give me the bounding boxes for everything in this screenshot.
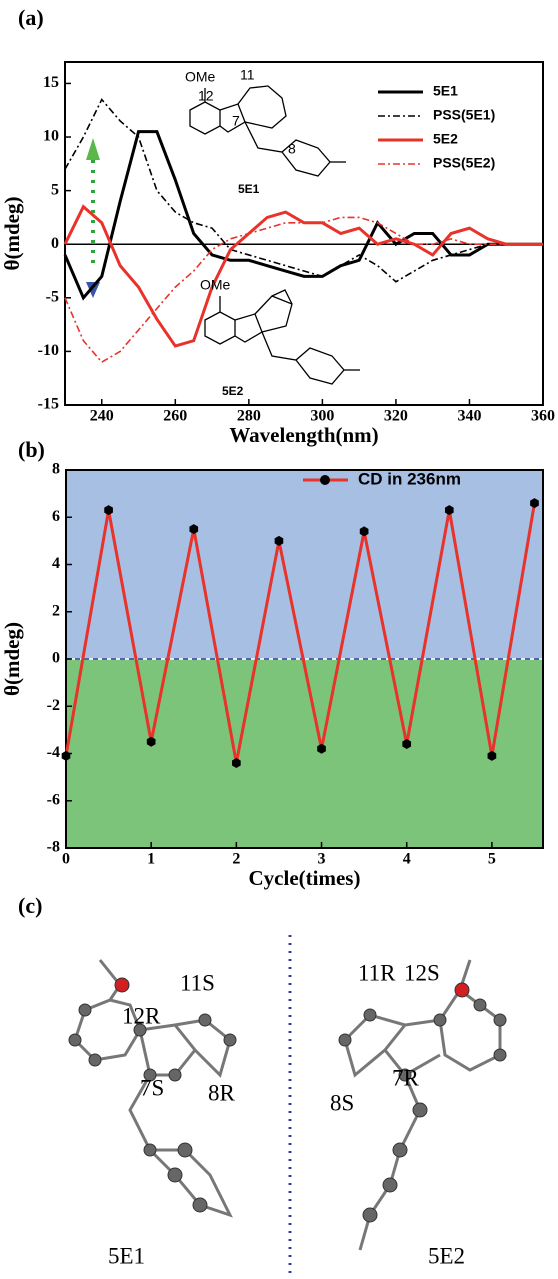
annotation: 5E1	[238, 182, 260, 196]
molecule-name: 5E1	[108, 1243, 145, 1268]
y-tick-label: 4	[52, 555, 60, 572]
legend-label: PSS(5E2)	[433, 155, 495, 171]
arrow-up	[86, 138, 100, 160]
y-tick-label: 15	[43, 74, 59, 91]
y-axis-title: θ(mdeg)	[0, 197, 24, 271]
background-below	[66, 659, 543, 848]
atom-label: 11S	[180, 970, 215, 995]
y-tick-label: 10	[43, 128, 59, 145]
x-tick-label: 240	[90, 408, 114, 425]
x-tick-label: 320	[384, 408, 408, 425]
marker	[444, 505, 454, 516]
legend-marker	[320, 475, 330, 485]
series-line	[63, 130, 543, 301]
annotation: 5E2	[222, 384, 244, 398]
arrow-down	[86, 282, 100, 298]
marker	[359, 526, 369, 537]
atom-label: 7R	[392, 1065, 420, 1090]
marker	[487, 750, 497, 761]
atom-label: 12R	[122, 1003, 161, 1028]
marker	[402, 739, 412, 750]
legend-label: PSS(5E1)	[433, 107, 495, 123]
x-tick-label: 300	[310, 408, 334, 425]
y-tick-label: 6	[52, 508, 60, 525]
crystal-atoms-5e1	[68, 977, 237, 1213]
atom-label: 7S	[140, 1075, 164, 1100]
crystal-atoms-5e2	[338, 982, 507, 1223]
molecule-name: 5E2	[428, 1243, 465, 1268]
x-tick-label: 5	[488, 851, 496, 868]
marker	[146, 736, 156, 747]
y-tick-label: 2	[52, 602, 60, 619]
x-axis-title: Wavelength(nm)	[229, 423, 378, 447]
y-tick-label: -6	[47, 791, 60, 808]
plot-frame	[65, 469, 544, 849]
y-tick-label: 5	[51, 181, 59, 198]
x-tick-label: 2	[232, 851, 240, 868]
x-axis-title: Cycle(times)	[249, 866, 361, 890]
marker	[232, 757, 241, 768]
y-axis-title: θ(mdeg)	[0, 622, 24, 696]
annotation: OMe	[185, 69, 216, 85]
marker	[317, 743, 326, 754]
y-tick-label: -10	[38, 342, 59, 359]
x-tick-label: 4	[403, 851, 411, 868]
panel-label: (c)	[18, 893, 42, 918]
legend-label: CD in 236nm	[358, 469, 461, 488]
atom-label: 8R	[208, 1080, 236, 1105]
background-above	[66, 470, 543, 659]
marker	[61, 750, 71, 761]
structure-5e2	[204, 289, 360, 385]
legend-label: 5E1	[433, 83, 458, 99]
x-tick-label: 260	[163, 408, 187, 425]
y-tick-label: 8	[52, 461, 60, 478]
legend-label: 5E2	[433, 131, 458, 147]
annotation: 12	[198, 88, 214, 104]
y-tick-label: -2	[47, 697, 60, 714]
atom-label: 12S	[404, 960, 440, 985]
series-line	[64, 98, 543, 283]
y-tick-label: 0	[52, 650, 60, 667]
annotation: OMe	[200, 277, 231, 293]
x-tick-label: 360	[531, 408, 555, 425]
y-tick-label: -4	[47, 744, 60, 761]
marker	[530, 498, 539, 509]
atom-label: 8S	[330, 1090, 354, 1115]
marker	[274, 535, 284, 546]
annotation: 11	[240, 67, 255, 83]
y-tick-label: -5	[46, 288, 59, 305]
y-tick-label: -8	[47, 839, 60, 856]
atom-label: 11R	[358, 960, 396, 985]
y-tick-label: -15	[38, 396, 59, 413]
y-tick-label: 0	[51, 235, 59, 252]
series-line	[64, 502, 536, 764]
x-tick-label: 3	[318, 851, 326, 868]
x-tick-label: 280	[237, 408, 261, 425]
annotation: 7	[232, 113, 240, 129]
marker	[104, 505, 113, 516]
plot-frame	[64, 61, 544, 406]
x-tick-label: 340	[457, 408, 481, 425]
x-tick-label: 1	[147, 851, 155, 868]
series-line	[64, 216, 543, 364]
panel-label: (b)	[18, 437, 45, 462]
marker	[189, 524, 199, 535]
panel-label: (a)	[18, 5, 44, 30]
annotation: 8	[288, 141, 296, 157]
x-tick-label: 0	[62, 851, 70, 868]
structure-5e1	[189, 85, 346, 177]
